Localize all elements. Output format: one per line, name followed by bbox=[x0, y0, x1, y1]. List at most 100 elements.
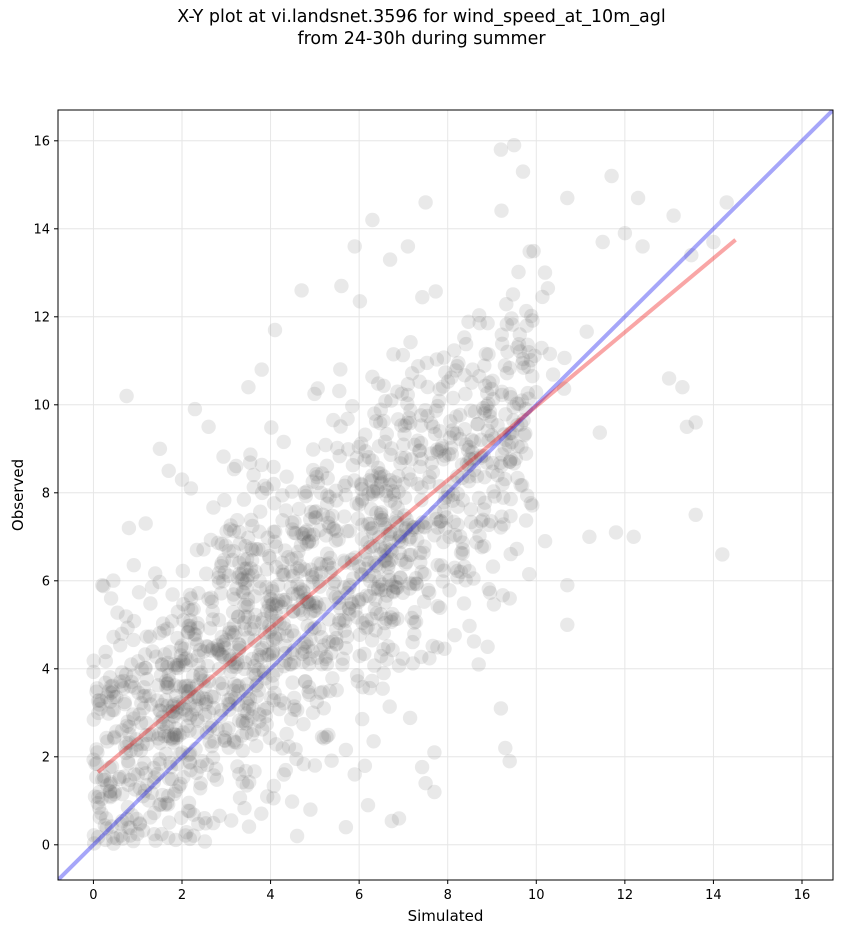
data-point bbox=[137, 783, 153, 799]
data-point bbox=[266, 791, 281, 806]
data-point bbox=[182, 803, 197, 819]
data-point bbox=[446, 426, 462, 441]
data-point bbox=[267, 630, 282, 645]
data-point bbox=[256, 665, 272, 680]
data-point bbox=[152, 797, 167, 813]
data-point bbox=[91, 800, 107, 815]
data-point bbox=[284, 794, 300, 809]
data-point bbox=[225, 552, 240, 568]
data-point bbox=[190, 689, 205, 704]
data-point bbox=[463, 452, 479, 467]
data-point bbox=[393, 570, 408, 585]
data-point bbox=[464, 432, 479, 447]
data-point bbox=[290, 577, 305, 592]
data-point bbox=[402, 581, 417, 596]
data-point bbox=[188, 702, 204, 717]
data-point bbox=[171, 657, 186, 673]
data-point bbox=[161, 716, 176, 731]
data-point bbox=[276, 659, 292, 674]
reference-lines bbox=[58, 110, 833, 880]
data-point bbox=[355, 517, 370, 532]
data-point bbox=[271, 577, 286, 593]
data-point bbox=[175, 696, 191, 711]
data-point bbox=[388, 579, 403, 595]
data-point bbox=[442, 583, 457, 598]
data-point bbox=[211, 645, 226, 660]
data-point bbox=[271, 627, 287, 642]
data-point bbox=[392, 545, 407, 561]
data-point bbox=[537, 534, 553, 549]
data-point bbox=[332, 383, 347, 399]
data-point bbox=[237, 655, 253, 670]
data-point bbox=[240, 630, 256, 645]
data-point bbox=[297, 485, 312, 500]
data-point bbox=[323, 550, 338, 566]
data-point bbox=[264, 597, 280, 612]
data-point bbox=[187, 689, 202, 705]
data-point bbox=[279, 628, 295, 643]
data-point bbox=[247, 764, 262, 779]
data-point bbox=[261, 647, 277, 662]
data-point bbox=[231, 678, 246, 693]
data-point bbox=[332, 613, 347, 628]
data-point bbox=[260, 530, 275, 545]
data-point bbox=[295, 646, 310, 662]
data-point bbox=[523, 496, 538, 511]
data-point bbox=[373, 607, 388, 622]
data-point bbox=[367, 555, 382, 570]
data-point bbox=[275, 567, 290, 582]
data-point bbox=[86, 828, 102, 843]
data-point bbox=[433, 514, 448, 529]
data-point bbox=[435, 574, 450, 589]
data-point bbox=[155, 657, 170, 672]
data-point bbox=[328, 589, 343, 605]
data-point bbox=[316, 731, 332, 746]
data-point bbox=[432, 393, 447, 409]
data-point bbox=[324, 561, 340, 576]
data-point bbox=[286, 525, 302, 540]
data-point bbox=[402, 532, 417, 547]
data-point bbox=[98, 653, 114, 669]
data-point bbox=[163, 759, 179, 775]
data-point bbox=[128, 732, 144, 747]
data-point bbox=[178, 658, 193, 673]
data-point bbox=[305, 575, 320, 590]
data-point bbox=[408, 614, 424, 629]
data-point bbox=[516, 412, 531, 428]
data-point bbox=[255, 611, 271, 627]
data-point bbox=[462, 618, 477, 634]
data-point bbox=[231, 637, 247, 652]
data-point bbox=[357, 453, 372, 468]
data-point bbox=[114, 626, 129, 641]
data-point bbox=[167, 709, 182, 724]
data-point bbox=[191, 657, 206, 672]
data-point bbox=[229, 678, 245, 694]
data-point bbox=[161, 673, 177, 688]
data-point bbox=[329, 523, 344, 539]
data-point bbox=[229, 581, 244, 596]
data-point bbox=[239, 581, 254, 596]
data-point bbox=[540, 281, 556, 296]
data-point bbox=[86, 752, 101, 767]
y-tick-label: 2 bbox=[42, 750, 50, 765]
data-point bbox=[235, 743, 250, 758]
data-point bbox=[487, 489, 502, 504]
data-point bbox=[282, 657, 297, 672]
data-point bbox=[214, 629, 229, 645]
data-point bbox=[434, 558, 449, 573]
data-point bbox=[458, 573, 473, 588]
data-point bbox=[435, 379, 451, 394]
data-point bbox=[407, 437, 422, 452]
data-point bbox=[354, 481, 369, 497]
data-point bbox=[254, 806, 269, 821]
data-point bbox=[184, 603, 199, 618]
data-point bbox=[363, 539, 378, 555]
data-point bbox=[331, 595, 346, 611]
data-point bbox=[305, 568, 320, 583]
data-point bbox=[159, 660, 175, 675]
data-point bbox=[178, 684, 193, 699]
data-point bbox=[117, 769, 132, 784]
data-point bbox=[515, 478, 530, 493]
data-point bbox=[331, 590, 347, 605]
data-point bbox=[98, 644, 113, 660]
